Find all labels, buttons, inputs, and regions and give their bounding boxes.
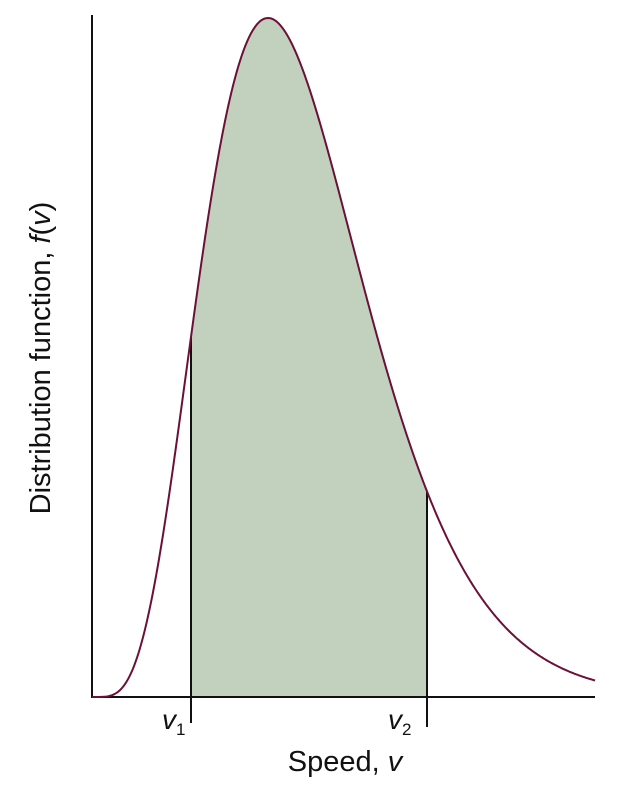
v2-label: v2 xyxy=(388,704,411,739)
x-axis-label: Speed, v xyxy=(288,746,404,778)
marker-subscript: 1 xyxy=(176,720,185,739)
shaded-area xyxy=(191,18,427,697)
y-label-variable: v xyxy=(25,210,57,226)
x-label-text: Speed, xyxy=(288,746,388,778)
v1-label: v1 xyxy=(162,704,185,739)
distribution-curve xyxy=(92,16,596,698)
y-label-paren: ) xyxy=(25,202,57,212)
x-label-variable: v xyxy=(388,746,404,778)
marker-subscript: 2 xyxy=(402,720,411,739)
marker-symbol: v xyxy=(388,704,404,735)
y-label-symbol: f xyxy=(25,233,57,244)
y-axis-label: Distribution function, f(v) xyxy=(25,202,57,515)
y-label-paren: ( xyxy=(25,225,57,235)
y-label-text: Distribution function, xyxy=(25,244,57,515)
marker-symbol: v xyxy=(162,704,178,735)
